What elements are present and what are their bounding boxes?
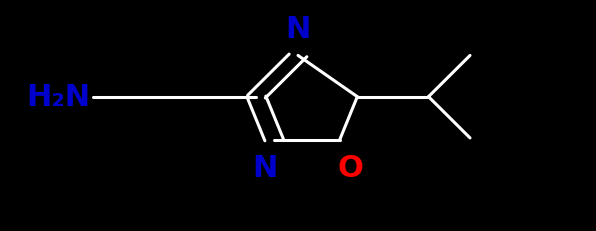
Text: O: O (337, 153, 363, 182)
Text: H₂N: H₂N (26, 83, 91, 112)
Text: N: N (253, 153, 278, 182)
Text: N: N (285, 15, 311, 44)
